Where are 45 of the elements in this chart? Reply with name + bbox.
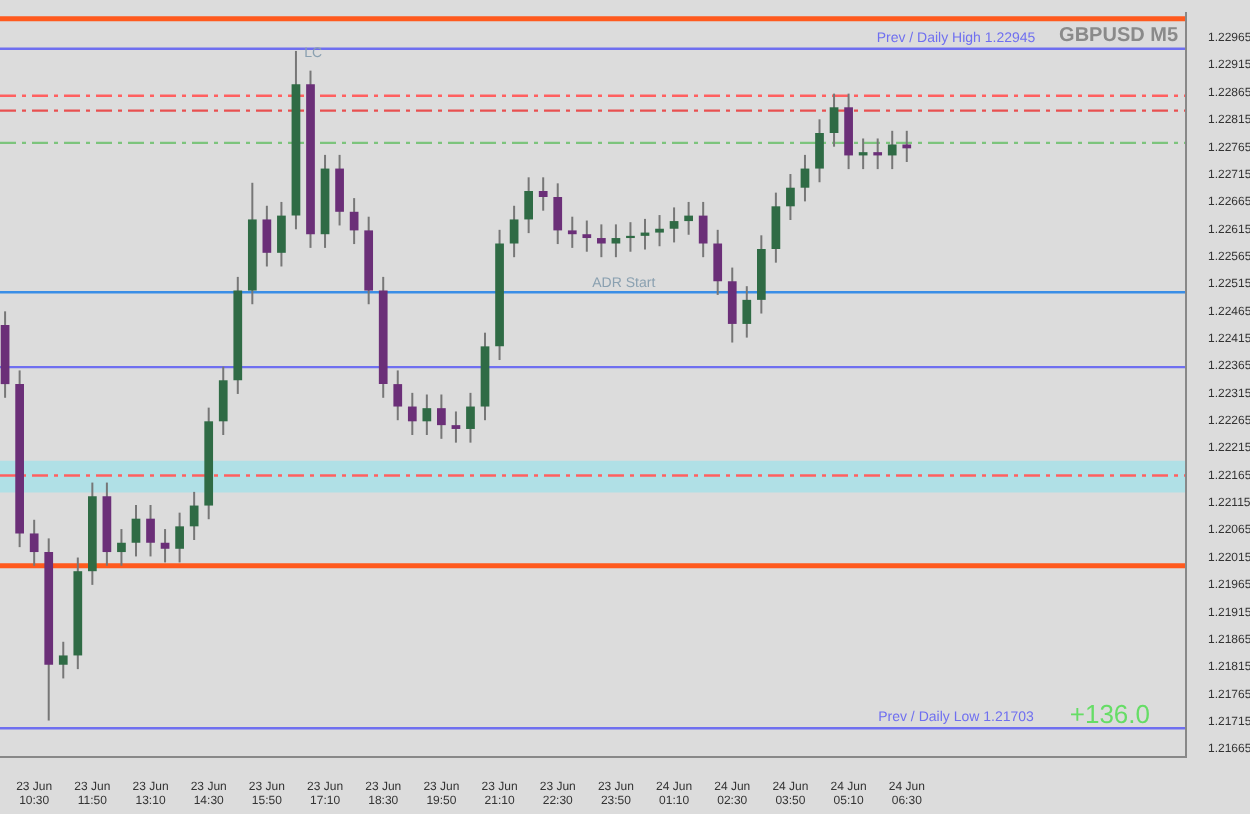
annotation: +136.0 <box>1069 699 1150 730</box>
candlestick <box>262 204 272 268</box>
candlestick <box>771 191 781 264</box>
candlestick <box>611 223 621 259</box>
candlestick <box>858 137 868 171</box>
candlestick <box>684 200 693 236</box>
candlestick <box>626 221 635 253</box>
candlestick <box>131 504 141 558</box>
candlestick <box>393 369 403 422</box>
candlestick <box>29 518 39 567</box>
candlestick <box>509 204 519 259</box>
candlestick <box>815 118 824 184</box>
candlestick <box>189 490 199 542</box>
candlestick <box>742 285 752 339</box>
candlestick <box>422 393 432 436</box>
candlestick <box>160 528 170 564</box>
candlestick <box>437 393 446 440</box>
candlestick <box>538 176 548 212</box>
candlestick <box>669 206 679 244</box>
candlestick <box>175 511 184 564</box>
candlestick <box>582 219 592 253</box>
candlestick <box>655 214 664 248</box>
candlestick <box>727 266 737 344</box>
candlestick <box>567 215 577 249</box>
candlestick <box>466 391 475 444</box>
candlestick <box>146 504 155 558</box>
candlestick <box>887 129 897 171</box>
candlestick <box>902 129 912 163</box>
candlestick <box>698 200 708 259</box>
candlestick <box>597 223 606 259</box>
candlestick <box>335 153 344 227</box>
candlestick <box>451 410 461 444</box>
candlestick <box>117 528 126 567</box>
candlestick <box>553 182 563 246</box>
candlestick <box>786 173 795 221</box>
candlestick <box>713 228 723 296</box>
candlestick <box>873 137 883 171</box>
candlestick <box>407 391 417 436</box>
candlestick <box>218 365 228 436</box>
candlestick <box>58 640 68 680</box>
candlestick <box>524 176 534 235</box>
candlestick <box>277 200 286 268</box>
candlestick <box>829 92 839 148</box>
text: GBPUSD M5 <box>1059 24 1179 47</box>
candlestick <box>800 153 810 203</box>
